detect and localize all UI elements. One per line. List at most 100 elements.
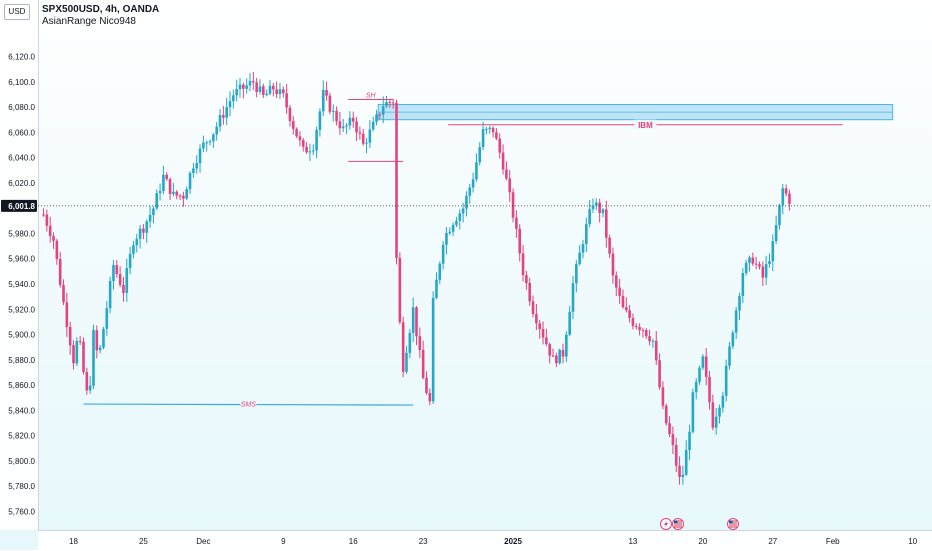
candle-body [708,376,711,403]
time-scale[interactable] [38,530,932,551]
candle-body [521,253,525,276]
us-flag-event-icon [672,518,684,530]
candle-body [135,238,139,246]
candle-body [585,224,588,244]
candle-body [491,127,495,133]
candle-body [331,110,335,112]
candle-body [325,90,328,96]
candle-body [388,101,392,103]
candle-body [768,261,771,265]
candle-body [288,107,292,122]
candle-body [198,148,202,164]
candle-body [724,365,728,396]
candle-body [48,225,52,237]
candle-body [162,174,165,192]
candle-body [235,89,238,96]
candle-body [108,280,112,309]
candle-body [751,257,755,264]
flash-event-glyph [664,520,668,528]
candle-body [138,228,142,239]
price-tick-label: 5,960.0 [8,255,35,264]
candle-body [72,345,75,364]
candle-body [165,174,169,180]
candle-body [212,134,215,142]
candle-body [42,214,45,216]
candle-body [431,297,435,402]
chart-legend[interactable]: SPX500USD, 4h, OANDA AsianRange Nico948 [42,4,159,28]
candle-body [242,84,245,89]
candle-body [278,89,282,95]
candle-body [511,192,515,218]
flag-stripe [729,522,737,524]
candle-body [315,129,318,151]
candle-body [348,117,352,126]
price-tick-label: 5,900.0 [8,331,35,340]
candle-body [338,121,342,129]
candle-body [445,233,448,245]
candle-body [541,328,545,338]
candle-body [684,450,688,475]
candle-body [601,209,605,214]
current-price-label: 6,001.8 [8,202,35,211]
flag-stripe [729,526,737,528]
candle-body [781,188,785,206]
candle-body [661,387,665,406]
candle-body [172,191,175,194]
candle-body [438,263,442,280]
candle-body [398,257,402,323]
candle-body [618,287,621,296]
candle-body [122,284,125,293]
time-tick-label: 25 [139,537,148,546]
candle-body [255,82,258,92]
currency-badge[interactable]: USD [4,4,30,20]
price-tick-label: 5,820.0 [8,432,35,441]
price-scale[interactable] [0,0,39,530]
candle-body [571,283,575,312]
candle-body [98,347,102,351]
candle-body [385,101,388,107]
price-tick-label: 5,920.0 [8,305,35,314]
candle-body [142,228,145,233]
candle-body [748,257,751,263]
candle-body [591,205,595,210]
candle-body [208,141,212,143]
candle-body [721,395,725,408]
candle-body [428,392,432,402]
candle-body [624,307,628,311]
candle-body [55,240,59,260]
candle-body [488,127,492,129]
candle-body [178,195,182,197]
flag-stripe [674,522,682,524]
candle-body [125,268,129,293]
candle-body [481,129,485,148]
candle-body [411,307,415,333]
price-tick-label: 5,760.0 [8,508,35,517]
candle-body [58,259,62,285]
candle-body [578,252,581,265]
candle-body [654,340,658,361]
candle-body [561,349,565,357]
symbol-title[interactable]: SPX500USD, 4h, OANDA [42,4,160,15]
candle-body [238,84,242,90]
candle-body [458,213,462,221]
sh-label: SH [366,92,377,99]
candle-body [115,265,119,275]
indicator-title[interactable]: AsianRange Nico948 [42,16,136,27]
candle-body [764,264,768,278]
candle-body [102,328,105,348]
flag-stripe [674,526,682,528]
candle-body [341,126,345,129]
candle-body [694,381,698,393]
candle-body [508,178,512,193]
candle-body [588,209,591,225]
candle-body [418,336,422,350]
candle-body [248,81,252,86]
candle-body [252,81,255,83]
candle-body [368,129,372,143]
candle-body [558,349,561,364]
candle-body [631,318,635,326]
candle-body [105,308,109,329]
time-tick-label: 9 [281,537,286,546]
candle-body [128,253,132,269]
